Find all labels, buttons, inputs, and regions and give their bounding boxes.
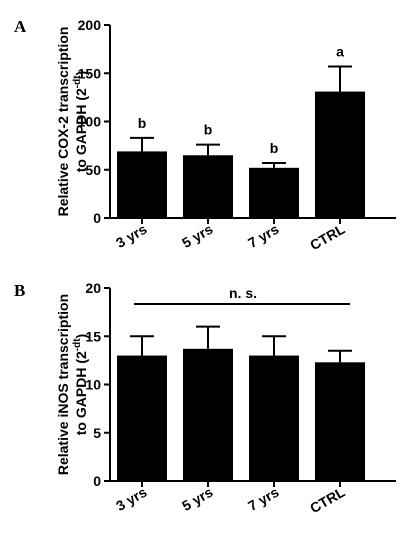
panel-a: A Relative COX-2 transcription to GAPDH (2…	[14, 17, 396, 253]
panel-letter: B	[14, 281, 25, 300]
y-axis-label-line2: to GAPDH (2-dt)	[72, 334, 89, 435]
y-tick-label: 15	[85, 328, 101, 344]
x-tick-label: CTRL	[307, 484, 348, 517]
y-tick-label: 10	[85, 377, 101, 393]
y-axis-label: Relative COX-2 transcription	[55, 27, 71, 217]
x-tick-label: 7 yrs	[245, 221, 282, 251]
panel-letter: A	[14, 17, 27, 36]
significance-letter: b	[138, 115, 147, 131]
bar-a-2	[249, 167, 299, 218]
bar-b-2	[249, 355, 299, 481]
x-tick-label: 7 yrs	[245, 484, 282, 514]
y-tick-label: 0	[93, 473, 101, 489]
bar-b-3	[315, 362, 365, 481]
significance-letter: a	[336, 43, 344, 59]
x-tick-label: 3 yrs	[113, 221, 150, 251]
significance-letter: b	[270, 140, 279, 156]
y-axis-label-line2: to GAPDH (2-dt)	[72, 71, 89, 172]
y-axis-label-line2-end: )	[73, 334, 89, 339]
y-axis-label-line2-end: )	[73, 71, 89, 76]
y-axis-label-line2-text: to GAPDH (2	[73, 351, 89, 435]
y-tick-label: 20	[85, 280, 101, 296]
bar-b-0	[117, 355, 167, 481]
y-tick-label: 150	[78, 65, 102, 81]
y-tick-label: 50	[85, 162, 101, 178]
y-tick-label: 0	[93, 210, 101, 226]
y-axis-label: Relative iNOS transcription	[55, 294, 71, 475]
x-tick-label: 3 yrs	[113, 484, 150, 514]
bar-a-3	[315, 91, 365, 218]
x-tick-label: 5 yrs	[179, 484, 216, 514]
y-axis-label-superscript: -dt	[72, 75, 83, 88]
bar-a-1	[183, 155, 233, 218]
y-tick-label: 100	[78, 114, 102, 130]
bar-b-1	[183, 348, 233, 481]
bar-a-0	[117, 151, 167, 218]
x-tick-label: 5 yrs	[179, 221, 216, 251]
significance-letter: b	[204, 122, 213, 138]
y-tick-label: 5	[93, 425, 101, 441]
y-axis-label-superscript: -dt	[72, 338, 83, 351]
x-tick-label: CTRL	[307, 221, 348, 254]
y-axis-label-line2-text: to GAPDH (2	[73, 88, 89, 172]
y-tick-label: 200	[78, 17, 102, 33]
panel-b: B Relative iNOS transcription to GAPDH (2-…	[14, 280, 396, 516]
annotation-ns: n. s.	[229, 285, 257, 301]
